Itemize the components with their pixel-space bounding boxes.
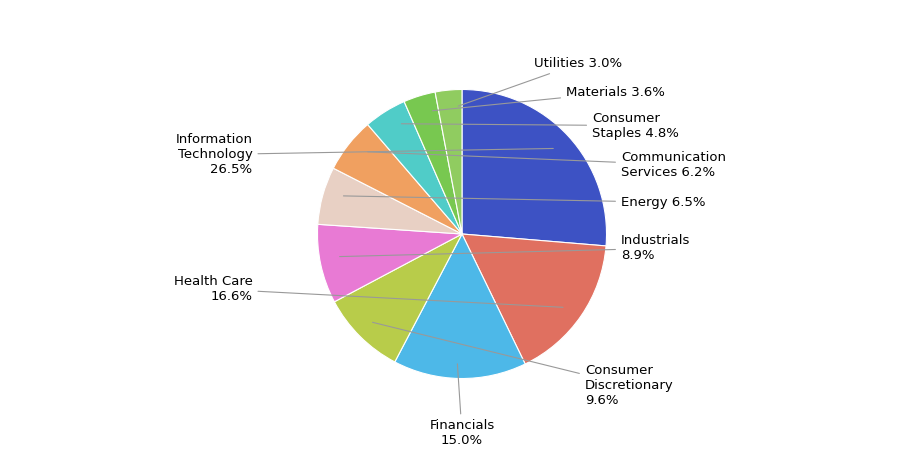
Text: Communication
Services 6.2%: Communication Services 6.2% <box>368 151 726 179</box>
Text: Consumer
Staples 4.8%: Consumer Staples 4.8% <box>401 111 679 139</box>
Text: Utilities 3.0%: Utilities 3.0% <box>458 57 623 106</box>
Text: Health Care
16.6%: Health Care 16.6% <box>174 275 563 307</box>
Wedge shape <box>318 224 462 302</box>
Text: Materials 3.6%: Materials 3.6% <box>432 86 665 111</box>
Text: Financials
15.0%: Financials 15.0% <box>430 364 494 447</box>
Wedge shape <box>404 92 462 234</box>
Text: Energy 6.5%: Energy 6.5% <box>344 196 705 209</box>
Wedge shape <box>334 234 462 362</box>
Wedge shape <box>462 89 606 246</box>
Wedge shape <box>368 102 462 234</box>
Wedge shape <box>435 89 462 234</box>
Text: Consumer
Discretionary
9.6%: Consumer Discretionary 9.6% <box>372 322 674 407</box>
Text: Information
Technology
26.5%: Information Technology 26.5% <box>176 133 553 176</box>
Wedge shape <box>318 168 462 234</box>
Text: Industrials
8.9%: Industrials 8.9% <box>340 234 690 263</box>
Wedge shape <box>395 234 525 379</box>
Wedge shape <box>334 124 462 234</box>
Wedge shape <box>462 234 606 364</box>
